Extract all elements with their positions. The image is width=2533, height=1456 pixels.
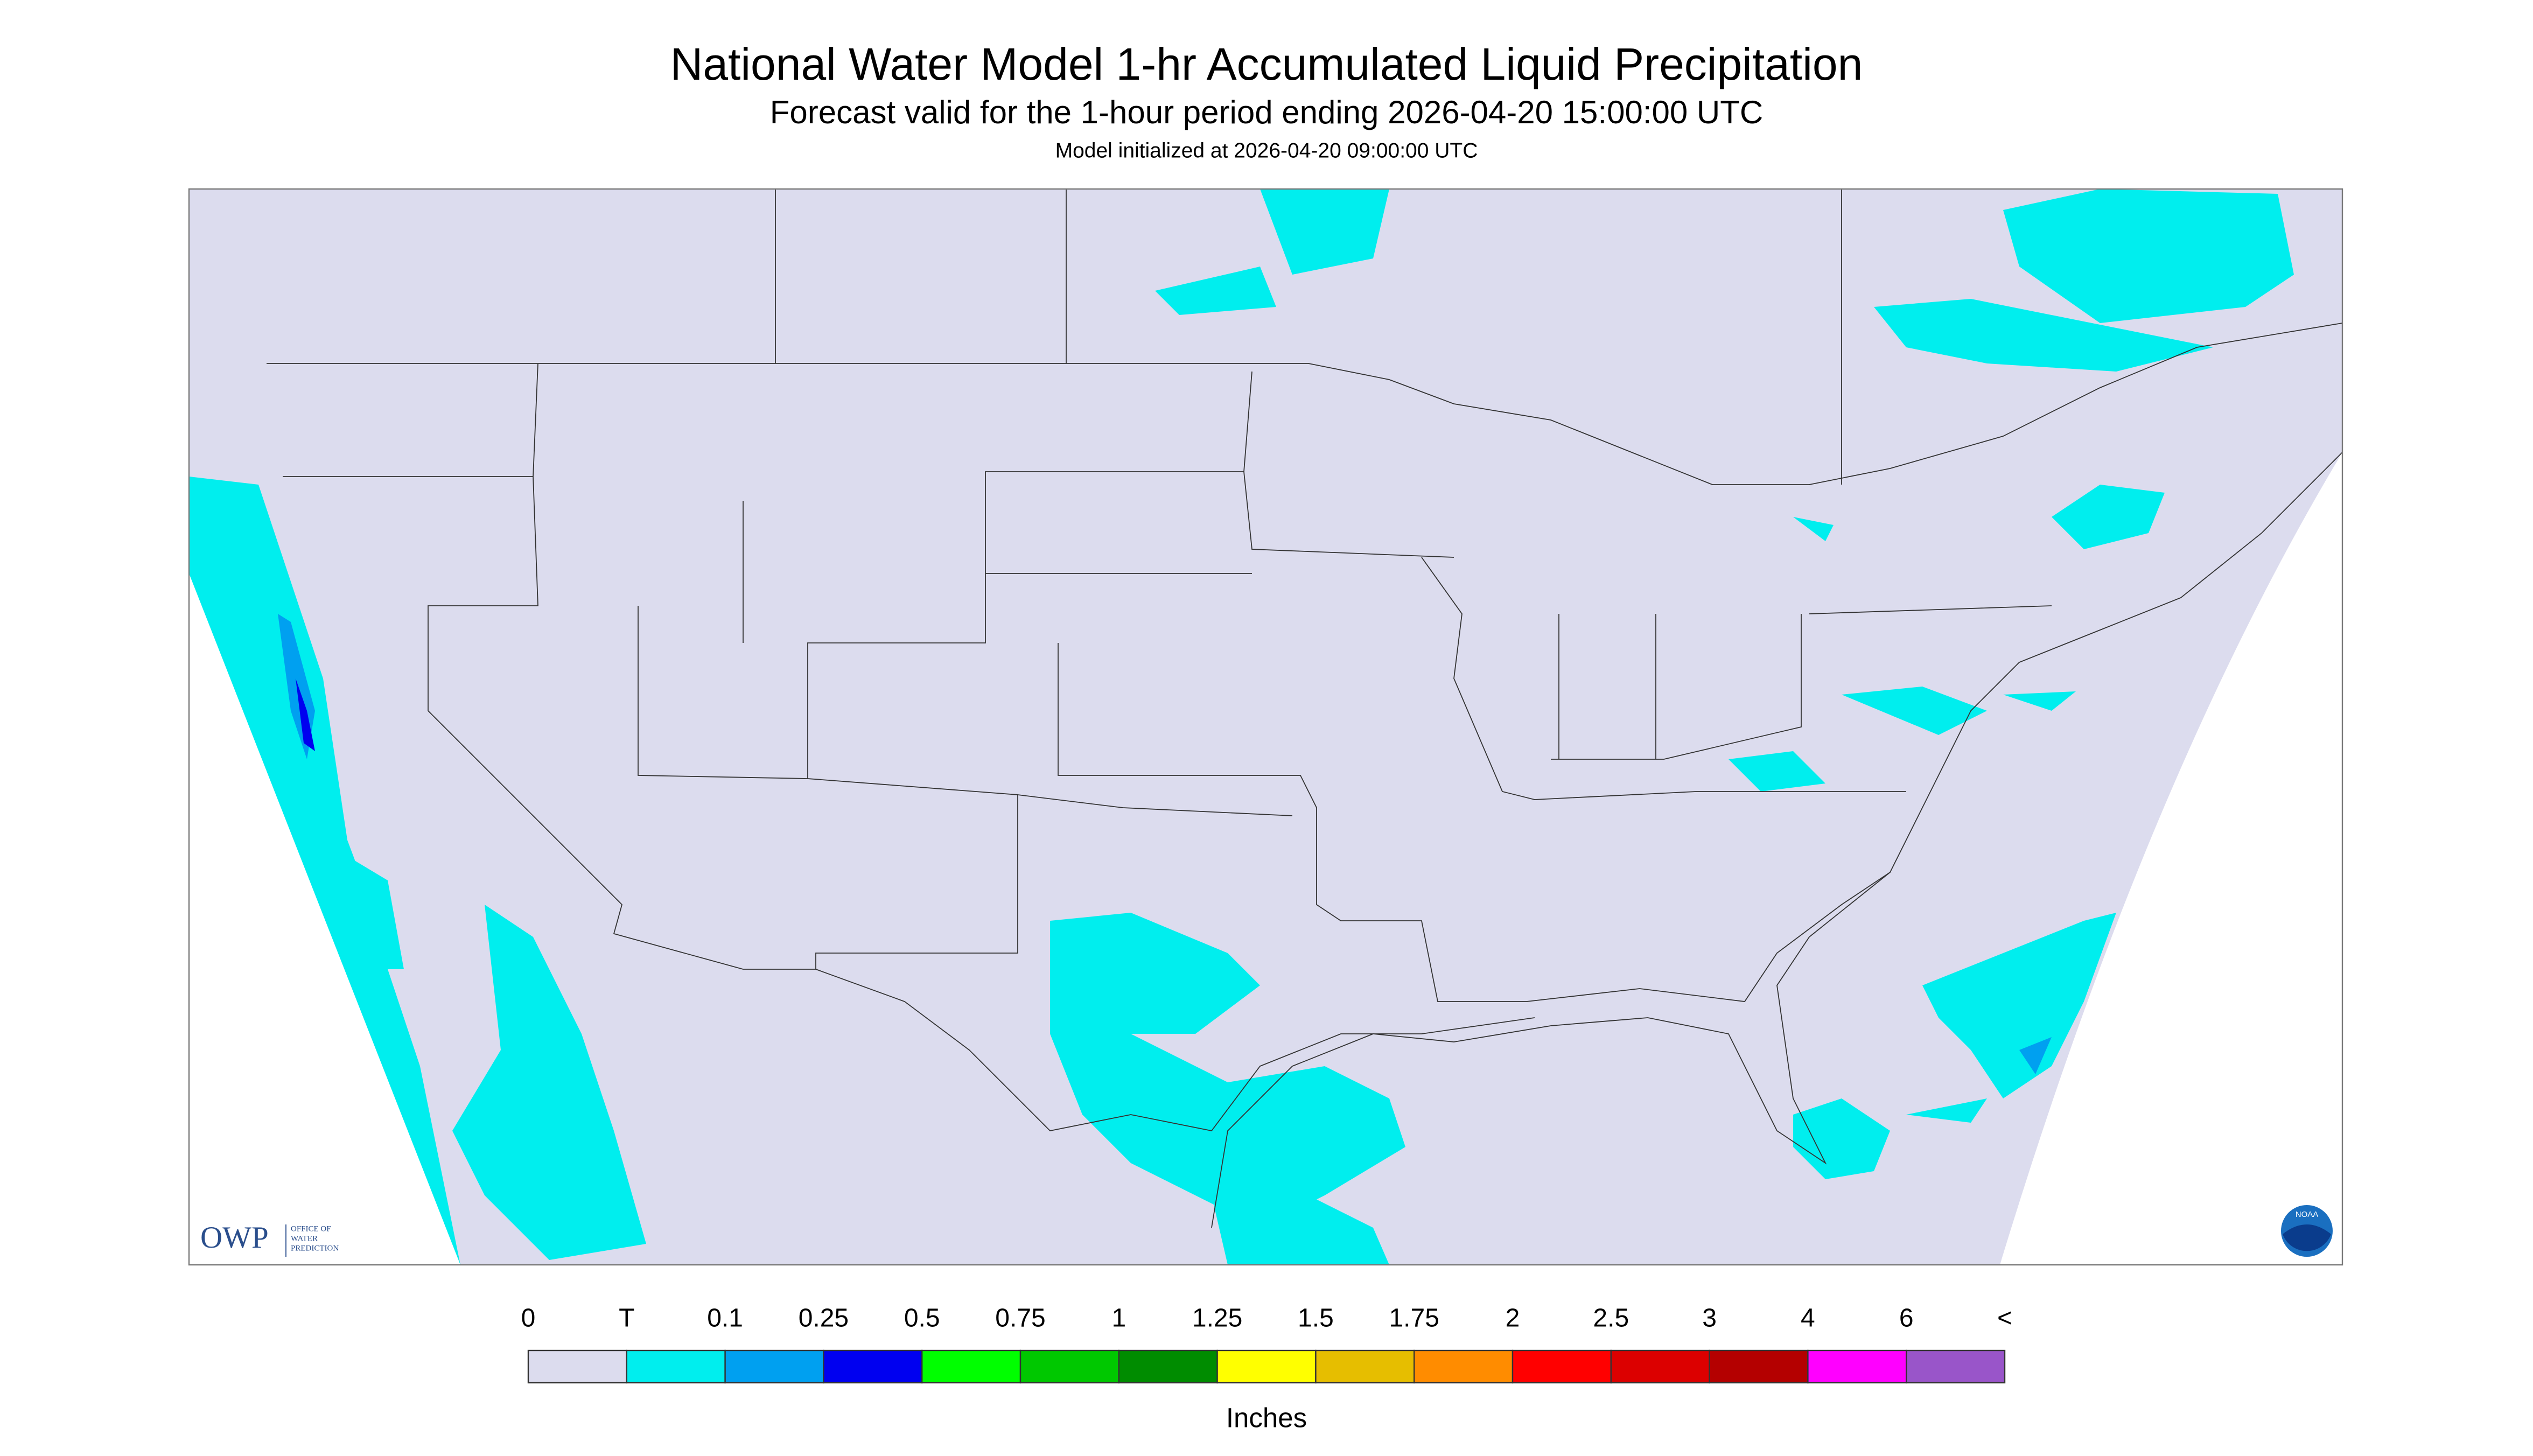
legend-label: 0.75	[995, 1304, 1045, 1333]
noaa-text: NOAA	[2296, 1210, 2319, 1219]
legend-label: 0.25	[799, 1304, 849, 1333]
legend-swatch	[527, 1349, 628, 1384]
init-time: Model initialized at 2026-04-20 09:00:00…	[1055, 139, 1478, 162]
legend-swatch	[921, 1349, 1021, 1384]
legend-swatch	[1315, 1349, 1415, 1384]
legend-label: 0	[521, 1304, 536, 1333]
owp-office: PREDICTION	[291, 1244, 339, 1252]
owp-logo: OWP	[200, 1221, 269, 1255]
precip-intense	[296, 678, 315, 752]
legend-label: 3	[1702, 1304, 1717, 1333]
legend-swatch	[1905, 1349, 2006, 1384]
map-mask-left	[189, 573, 460, 1265]
map-frame	[188, 188, 2343, 1266]
legend-label: 6	[1899, 1304, 1914, 1333]
legend-swatch	[1118, 1349, 1218, 1384]
owp-office: WATER	[291, 1234, 318, 1243]
owp-office: OFFICE OF	[291, 1224, 331, 1233]
legend-swatch	[1709, 1349, 1809, 1384]
boundaries	[267, 189, 2343, 1228]
legend-label: 0.1	[707, 1304, 743, 1333]
legend-swatch	[1019, 1349, 1120, 1384]
legend: 0 T 0.1 0.25 0.5 0.75 1 1.25 1.5 1.75 2 2.5 3 4 6 <	[521, 1304, 2012, 1384]
legend-swatch	[823, 1349, 923, 1384]
legend-label: 1.5	[1298, 1304, 1334, 1333]
legend-swatch	[1512, 1349, 1612, 1384]
legend-label: 2	[1506, 1304, 1520, 1333]
legend-label: <	[1997, 1304, 2012, 1333]
legend-label: 1.75	[1389, 1304, 1439, 1333]
legend-label: 0.5	[904, 1304, 940, 1333]
legend-swatch	[1414, 1349, 1514, 1384]
legend-unit: Inches	[1226, 1402, 1307, 1433]
legend-label: 1	[1111, 1304, 1126, 1333]
subtitle: Forecast valid for the 1-hour period end…	[770, 94, 1763, 130]
map-mask-right	[2000, 452, 2342, 1265]
legend-label: 4	[1801, 1304, 1815, 1333]
legend-swatch	[1610, 1349, 1710, 1384]
map: OWP OFFICE OF WATER PREDICTION NOAA	[188, 188, 2343, 1266]
legend-swatch	[626, 1349, 726, 1384]
legend-label: 2.5	[1593, 1304, 1629, 1333]
legend-swatch	[1216, 1349, 1317, 1384]
legend-label: T	[619, 1304, 634, 1333]
legend-swatch	[724, 1349, 824, 1384]
noaa-logo-wave	[2283, 1224, 2331, 1251]
legend-swatch	[1807, 1349, 1907, 1384]
legend-label: 1.25	[1192, 1304, 1242, 1333]
precip-areas	[189, 189, 2294, 1265]
title: National Water Model 1-hr Accumulated Li…	[670, 39, 1863, 89]
